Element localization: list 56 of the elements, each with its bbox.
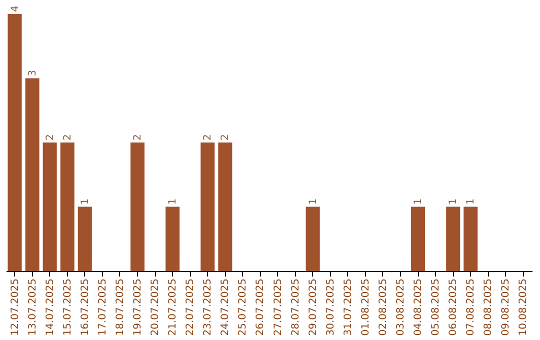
bar xyxy=(78,206,92,271)
x-tick-label: 08.08.2025 xyxy=(483,278,494,336)
x-tick-label: 19.07.2025 xyxy=(132,278,144,336)
x-tick-label: 17.07.2025 xyxy=(97,278,108,336)
bar xyxy=(8,14,22,271)
data-label: 2 xyxy=(220,134,232,140)
bar xyxy=(60,142,74,271)
x-tick-label: 26.07.2025 xyxy=(255,278,266,336)
x-tick-label: 02.08.2025 xyxy=(378,278,389,336)
data-label: 1 xyxy=(448,198,460,205)
bar xyxy=(42,142,57,271)
x-tick-label: 10.08.2025 xyxy=(518,278,530,336)
bar xyxy=(411,206,426,271)
x-tick-label: 14.07.2025 xyxy=(44,278,56,336)
x-tick-label: 05.08.2025 xyxy=(430,278,442,336)
data-label: 4 xyxy=(10,6,21,12)
x-tick-label: 24.07.2025 xyxy=(220,278,232,336)
data-label: 1 xyxy=(413,198,424,205)
data-label: 2 xyxy=(62,134,74,140)
x-tick-label: 28.07.2025 xyxy=(290,278,302,336)
x-tick-label: 23.07.2025 xyxy=(202,278,214,336)
x-tick-label: 27.07.2025 xyxy=(272,278,284,336)
data-label: 2 xyxy=(44,134,56,140)
x-tick-label: 16.07.2025 xyxy=(80,278,91,336)
data-label: 1 xyxy=(308,198,319,205)
data-label: 2 xyxy=(132,134,144,140)
x-tick-label: 07.08.2025 xyxy=(466,278,477,336)
bar xyxy=(306,206,320,271)
x-tick-label: 21.07.2025 xyxy=(168,278,179,336)
bar xyxy=(130,142,145,271)
x-tick-label: 31.07.2025 xyxy=(342,278,354,336)
x-tick-label: 09.08.2025 xyxy=(500,278,512,336)
x-tick-label: 22.07.2025 xyxy=(185,278,196,336)
x-tick-label: 13.07.2025 xyxy=(27,278,38,336)
x-tick-label: 25.07.2025 xyxy=(238,278,249,336)
bar xyxy=(166,206,180,271)
data-label: 1 xyxy=(466,198,477,205)
x-tick-label: 12.07.2025 xyxy=(10,278,21,336)
bar xyxy=(446,206,460,271)
bar xyxy=(25,78,40,271)
bar xyxy=(218,142,232,271)
bar xyxy=(200,142,215,271)
x-tick-label: 01.08.2025 xyxy=(360,278,372,336)
data-label: 1 xyxy=(168,198,179,205)
x-tick-label: 04.08.2025 xyxy=(413,278,424,336)
data-label: 1 xyxy=(80,198,91,205)
x-tick-label: 18.07.2025 xyxy=(114,278,126,336)
x-tick-label: 06.08.2025 xyxy=(448,278,460,336)
data-label: 3 xyxy=(27,70,38,76)
x-tick-label: 03.08.2025 xyxy=(396,278,406,336)
data-label: 2 xyxy=(202,134,214,140)
x-tick-label: 15.07.2025 xyxy=(62,278,74,336)
bar xyxy=(464,206,478,271)
x-tick-label: 20.07.2025 xyxy=(150,278,162,336)
x-tick-label: 30.07.2025 xyxy=(325,278,336,336)
x-tick-label: 29.07.2025 xyxy=(308,278,319,336)
